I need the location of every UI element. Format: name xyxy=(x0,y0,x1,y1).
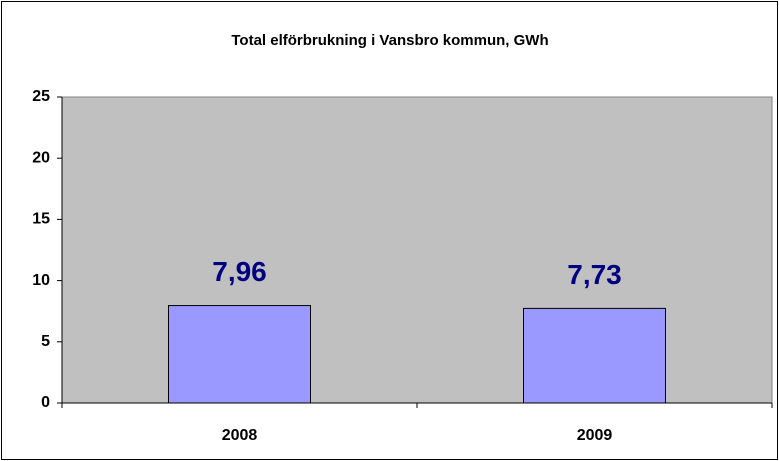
data-label: 7,96 xyxy=(212,256,267,287)
y-tick-label: 0 xyxy=(41,394,50,411)
bar xyxy=(168,305,311,404)
data-label: 7,73 xyxy=(567,259,622,290)
y-tick-label: 15 xyxy=(32,211,50,228)
chart-title: Total elförbrukning i Vansbro kommun, GW… xyxy=(231,32,548,49)
bar xyxy=(523,307,666,404)
y-tick-label: 20 xyxy=(32,149,50,166)
y-tick-label: 10 xyxy=(32,272,50,289)
x-tick-label: 2009 xyxy=(577,427,613,444)
y-tick-label: 5 xyxy=(41,333,50,350)
y-tick-label: 25 xyxy=(32,88,50,105)
x-tick-label: 2008 xyxy=(222,427,258,444)
